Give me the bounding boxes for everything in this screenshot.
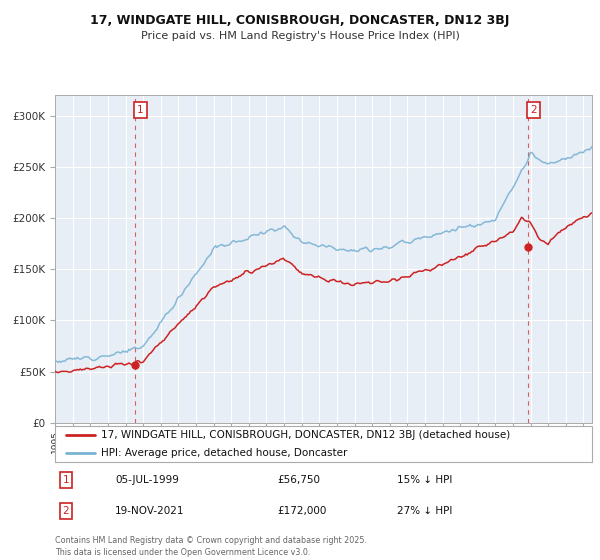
Text: 27% ↓ HPI: 27% ↓ HPI: [397, 506, 452, 516]
Text: 17, WINDGATE HILL, CONISBROUGH, DONCASTER, DN12 3BJ (detached house): 17, WINDGATE HILL, CONISBROUGH, DONCASTE…: [101, 431, 510, 440]
Text: £172,000: £172,000: [277, 506, 326, 516]
Text: 1: 1: [137, 105, 144, 115]
Text: £56,750: £56,750: [277, 475, 320, 485]
Text: Price paid vs. HM Land Registry's House Price Index (HPI): Price paid vs. HM Land Registry's House …: [140, 31, 460, 41]
Text: 17, WINDGATE HILL, CONISBROUGH, DONCASTER, DN12 3BJ: 17, WINDGATE HILL, CONISBROUGH, DONCASTE…: [91, 14, 509, 27]
Text: HPI: Average price, detached house, Doncaster: HPI: Average price, detached house, Donc…: [101, 448, 347, 458]
Text: 1: 1: [62, 475, 70, 485]
Text: 05-JUL-1999: 05-JUL-1999: [115, 475, 179, 485]
Text: 2: 2: [62, 506, 70, 516]
FancyBboxPatch shape: [55, 426, 592, 462]
Text: 19-NOV-2021: 19-NOV-2021: [115, 506, 185, 516]
Text: 2: 2: [530, 105, 537, 115]
Text: Contains HM Land Registry data © Crown copyright and database right 2025.
This d: Contains HM Land Registry data © Crown c…: [55, 536, 367, 557]
Text: 15% ↓ HPI: 15% ↓ HPI: [397, 475, 452, 485]
